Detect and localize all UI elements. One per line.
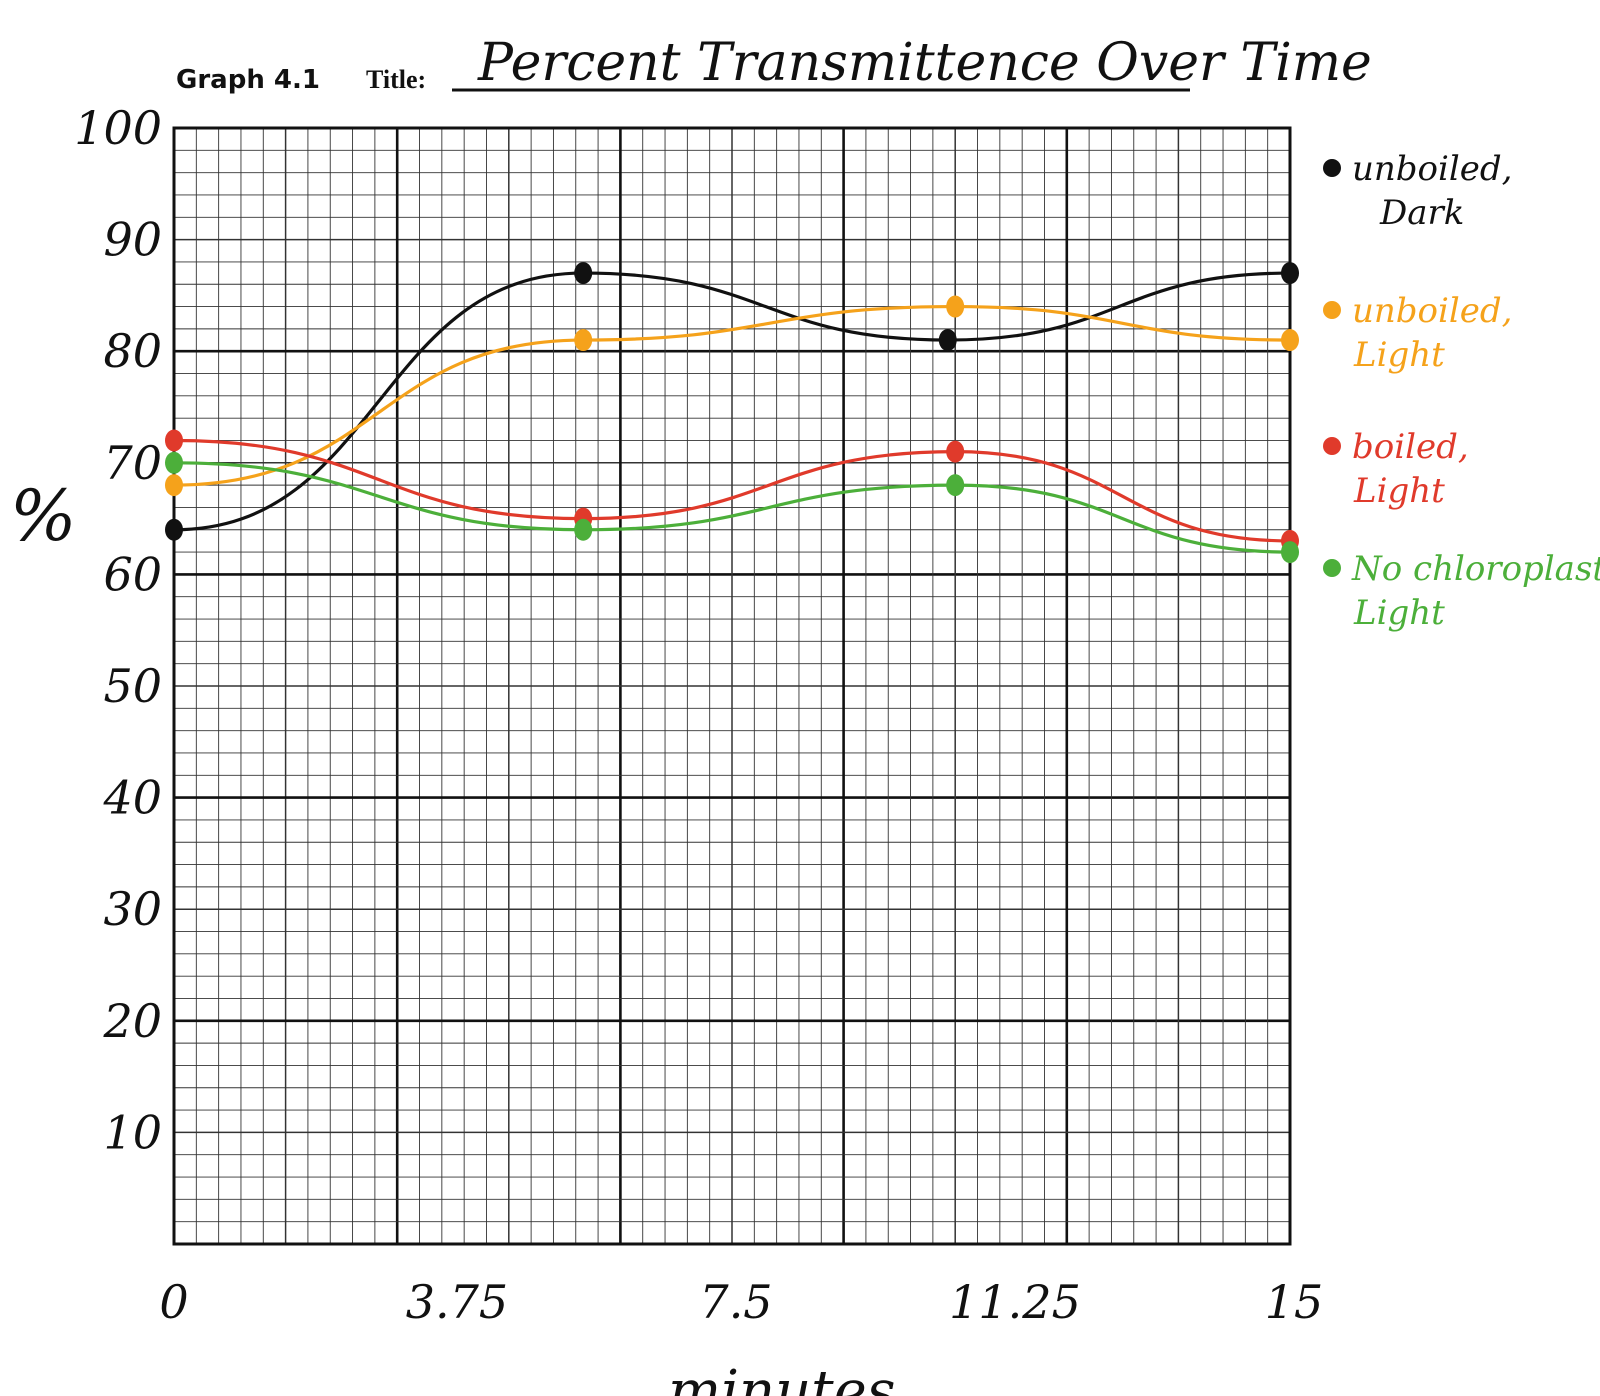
x-tick-label: 7.5 [699, 1275, 772, 1329]
series-line [173, 438, 1291, 543]
y-tick-label: 30 [103, 882, 162, 936]
legend-label: No chloroplasts,Light [1351, 549, 1600, 633]
y-tick-label: 50 [103, 659, 162, 713]
y-axis-tick-labels: 100 90 80 70 60 50 40 30 20 10 [74, 101, 162, 1159]
data-point [165, 474, 183, 497]
y-tick-label: 40 [102, 771, 162, 825]
x-tick-label: 0 [159, 1275, 188, 1329]
y-tick-label: 70 [103, 436, 162, 490]
title-field-label: Title: [366, 65, 426, 94]
data-point [574, 262, 593, 285]
x-tick-label: 3.75 [406, 1275, 508, 1329]
y-tick-label: 60 [103, 547, 162, 601]
x-tick-label: 15 [1265, 1275, 1324, 1329]
data-point [946, 440, 965, 463]
series-line [173, 461, 1291, 554]
data-point [938, 329, 957, 352]
x-axis-tick-labels: 0 3.75 7.5 11.25 15 [159, 1275, 1323, 1329]
graph-paper-grid [172, 126, 1292, 1246]
legend: unboiled, Dark unboiled, Light boiled, Light N… [1323, 149, 1600, 633]
y-tick-label: 20 [102, 994, 162, 1048]
y-tick-label: 80 [103, 324, 162, 378]
data-point [1281, 541, 1299, 564]
legend-marker [1323, 437, 1341, 455]
legend-marker [1323, 159, 1341, 177]
y-axis-title: % [10, 475, 77, 557]
legend-marker [1323, 559, 1341, 577]
data-point [165, 429, 183, 452]
data-point [1281, 262, 1299, 285]
series-line [173, 304, 1291, 487]
legend-label: boiled, Light [1352, 427, 1469, 511]
x-tick-label: 11.25 [949, 1275, 1081, 1329]
legend-label: unboiled, Dark [1352, 149, 1512, 233]
plot-border [172, 126, 1292, 1246]
series-layer [165, 262, 1299, 564]
data-point [946, 295, 965, 318]
data-point [165, 451, 183, 474]
y-tick-label: 10 [103, 1105, 162, 1159]
y-tick-label: 100 [74, 101, 162, 155]
data-point [574, 329, 593, 352]
legend-label: unboiled, Light [1352, 291, 1512, 375]
y-tick-label: 90 [103, 213, 162, 267]
x-axis-title: minutes [668, 1359, 896, 1396]
data-point [165, 518, 183, 541]
legend-marker [1323, 301, 1341, 319]
data-point [574, 518, 593, 541]
data-point [1281, 329, 1299, 352]
data-point [946, 474, 965, 497]
chart-title: Percent Transmittence Over Time [477, 33, 1372, 93]
graph-number-label: Graph 4.1 [176, 65, 320, 95]
